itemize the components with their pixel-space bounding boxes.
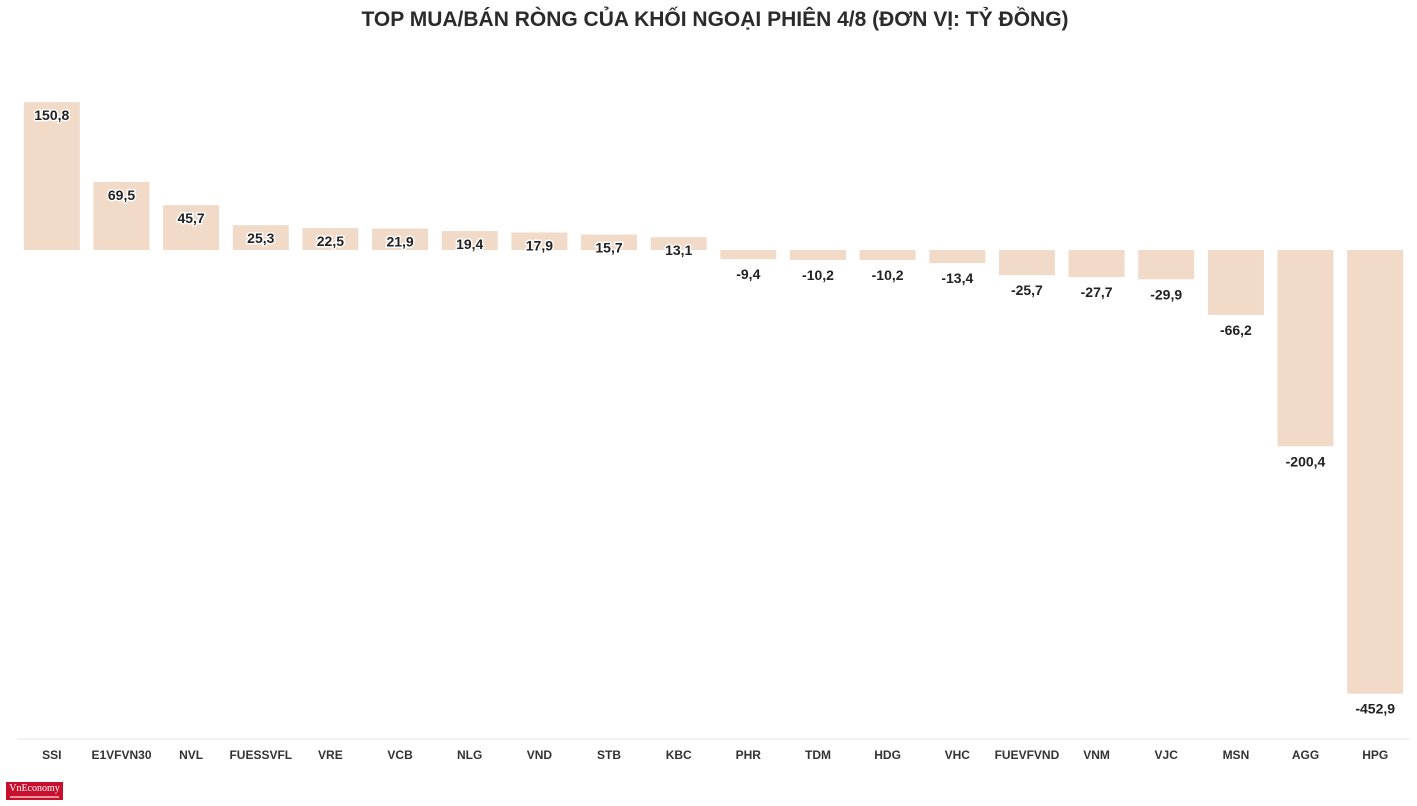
- category-label-vjc: VJC: [1155, 748, 1179, 762]
- category-label-agg: AGG: [1292, 748, 1319, 762]
- bar-fuevfvnd: [998, 250, 1055, 276]
- value-label-phr: -9,4: [736, 266, 760, 282]
- category-label-vcb: VCB: [387, 748, 413, 762]
- category-label-hdg: HDG: [874, 748, 901, 762]
- bar-ssi: [23, 102, 80, 250]
- category-label-kbc: KBC: [666, 748, 692, 762]
- chart-title: TOP MUA/BÁN RÒNG CỦA KHỐI NGOẠI PHIÊN 4/…: [361, 8, 1069, 31]
- value-label-nlg: 19,4: [456, 236, 483, 252]
- category-label-vre: VRE: [318, 748, 343, 762]
- category-labels-group: SSI E1VFVN30 NVL FUESSVFL VRE VCB NLG VND STB KBC…: [42, 748, 1388, 762]
- bar-phr: [720, 250, 777, 260]
- value-label-stb: 15,7: [595, 240, 622, 256]
- value-labels-group: 150,8 69,5 45,7 25,3 22,5 21,9 19,4 17,9 15,7 13,…: [33, 106, 1397, 719]
- bar-hpg: [1347, 250, 1404, 694]
- bar-vjc: [1138, 250, 1195, 280]
- value-label-fuevfvnd: -25,7: [1011, 282, 1043, 298]
- value-label-kbc: 13,1: [665, 242, 692, 258]
- category-label-ssi: SSI: [42, 748, 61, 762]
- logo-text: VnEconomy: [9, 783, 60, 794]
- category-label-vhc: VHC: [945, 748, 971, 762]
- category-label-e1vfvn30: E1VFVN30: [91, 748, 151, 762]
- bar-vcb: [372, 228, 429, 250]
- category-label-vnm: VNM: [1083, 748, 1110, 762]
- bar-tdm: [790, 250, 846, 260]
- bars-group: [23, 102, 1404, 694]
- bar-hdg: [859, 250, 916, 260]
- category-label-hpg: HPG: [1362, 748, 1388, 762]
- bar-msn: [1207, 250, 1264, 315]
- bar-vre: [302, 228, 359, 250]
- bar-fuessvfl: [232, 225, 289, 250]
- category-label-nlg: NLG: [457, 748, 482, 762]
- value-label-vjc: -29,9: [1150, 286, 1182, 302]
- bar-vnd: [511, 232, 568, 250]
- value-label-vnd: 17,9: [526, 238, 553, 254]
- category-label-nvl: NVL: [179, 748, 203, 762]
- category-label-stb: STB: [597, 748, 621, 762]
- value-label-msn: -66,2: [1220, 322, 1252, 338]
- bar-vnm: [1068, 250, 1125, 278]
- bar-nvl: [163, 205, 220, 250]
- value-label-fuessvfl: 25,3: [247, 230, 274, 246]
- category-label-msn: MSN: [1223, 748, 1250, 762]
- bar-agg: [1277, 250, 1334, 447]
- category-label-fuevfvnd: FUEVFVND: [995, 748, 1060, 762]
- value-label-hdg: -10,2: [872, 267, 904, 283]
- logo-tagline-line: [10, 796, 59, 798]
- bar-kbc: [650, 237, 707, 250]
- value-label-hpg: -452,9: [1355, 701, 1395, 717]
- value-label-e1vfvn30: 69,5: [108, 187, 135, 203]
- value-label-ssi: 150,8: [34, 107, 69, 123]
- value-label-agg: -200,4: [1286, 453, 1326, 469]
- vneconomy-logo: VnEconomy: [6, 782, 63, 800]
- value-label-vhc: -13,4: [941, 270, 973, 286]
- bar-stb: [581, 234, 637, 250]
- value-label-vcb: 21,9: [386, 234, 413, 250]
- value-label-vre: 22,5: [317, 233, 344, 249]
- category-label-tdm: TDM: [805, 748, 831, 762]
- value-label-vnm: -27,7: [1081, 284, 1113, 300]
- category-label-phr: PHR: [736, 748, 762, 762]
- bar-e1vfvn30: [93, 181, 150, 250]
- value-label-nvl: 45,7: [177, 210, 204, 226]
- bar-vhc: [929, 250, 986, 264]
- category-label-vnd: VND: [527, 748, 553, 762]
- bar-nlg: [441, 231, 498, 250]
- category-label-fuessvfl: FUESSVFL: [229, 748, 292, 762]
- bar-chart: 150,8 69,5 45,7 25,3 22,5 21,9 19,4 17,9 15,7 13,…: [17, 102, 1410, 762]
- value-label-tdm: -10,2: [802, 267, 834, 283]
